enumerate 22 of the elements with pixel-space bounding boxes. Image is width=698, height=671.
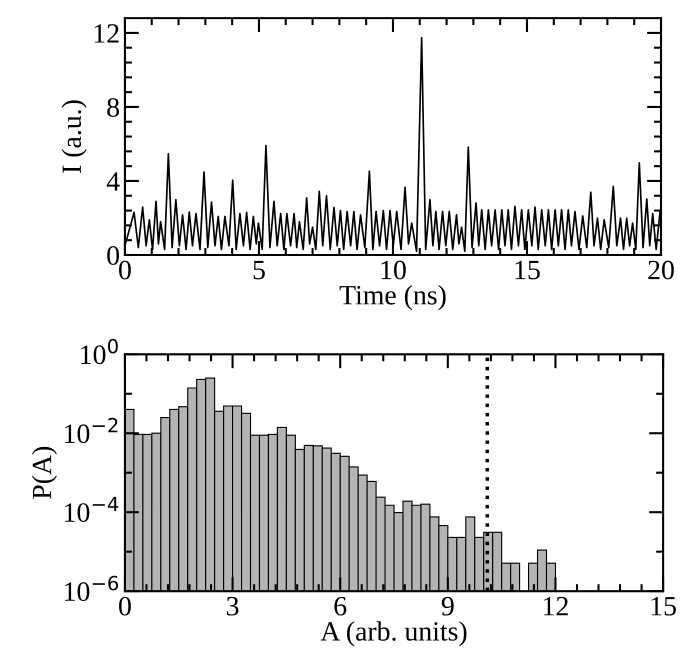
- x-tick-label: 15: [516, 260, 540, 280]
- x-axis-title: A (arb. units): [320, 621, 466, 646]
- y-tick-label: 10$^{0}$: [81, 338, 118, 364]
- y-axis-title: P(A): [32, 446, 58, 499]
- y-tick-label: 10$^{−6}$: [65, 576, 118, 602]
- x-tick-label: 12: [544, 596, 568, 616]
- y-axis-title: I (a.u.): [62, 100, 87, 173]
- x-tick-label: 15: [652, 596, 676, 616]
- y-tick-label: 10$^{−4}$: [65, 496, 118, 522]
- x-tick-label: 20: [648, 260, 674, 280]
- x-tick-label: 10: [382, 260, 406, 280]
- x-axis-title: Time (ns): [340, 285, 446, 310]
- x-tick-label: 0: [119, 260, 131, 280]
- y-tick-label: 10$^{−2}$: [65, 418, 118, 444]
- y-tick-label: 4: [106, 172, 120, 191]
- y-tick-label: 0: [107, 246, 120, 265]
- y-tick-label: 12: [94, 24, 119, 43]
- x-tick-label: 9: [442, 596, 454, 616]
- y-tick-label: 8: [107, 98, 120, 117]
- x-tick-label: 5: [254, 260, 265, 280]
- x-tick-label: 3: [226, 596, 238, 616]
- x-tick-label: 6: [334, 596, 346, 616]
